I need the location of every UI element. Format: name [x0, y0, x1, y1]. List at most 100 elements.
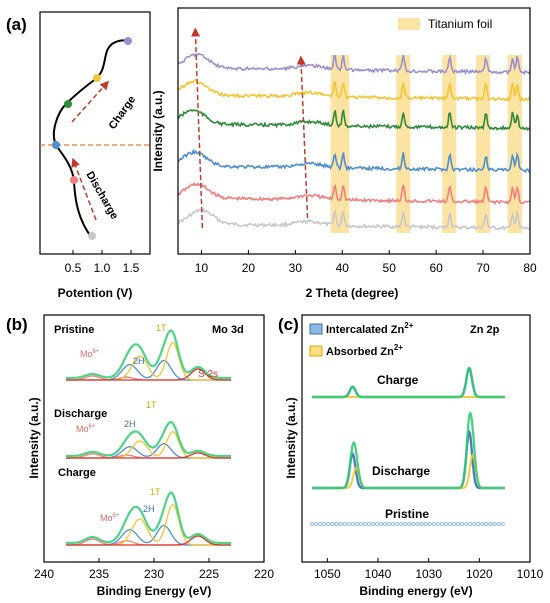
mo-envelope-2	[66, 491, 231, 545]
zn-xlabel: Binding energy (eV)	[359, 584, 472, 598]
zn-pristine-point	[354, 521, 359, 527]
zn-pristine-point	[338, 521, 343, 527]
mo-tick-label-225: 225	[199, 567, 219, 581]
titanium-band-4	[507, 55, 523, 233]
t1-label-2: 1T	[150, 487, 161, 497]
titanium-band-3	[476, 55, 491, 233]
zn-pristine-point	[492, 521, 497, 527]
mo-spectra	[66, 329, 231, 546]
point-charge-high	[93, 74, 101, 82]
h2-label-0: 2H	[133, 356, 145, 366]
zn-pristine-point	[431, 521, 436, 527]
legend-absorbed-swatch	[309, 345, 323, 357]
point-full-discharge	[52, 141, 60, 149]
zn-pristine-point	[484, 521, 489, 527]
zn-pristine-point	[496, 521, 501, 527]
xrd-shift-arrow-low	[191, 27, 204, 229]
mo-comp-1-3	[66, 452, 231, 459]
zn-pristine-point	[358, 521, 363, 527]
tick-label-1.5: 1.5	[123, 261, 140, 275]
zn-pristine-point	[468, 521, 473, 527]
xrd-series-5	[177, 52, 531, 76]
zn-pristine-point	[399, 521, 404, 527]
panel-a-tag: (a)	[6, 15, 27, 34]
zn-pristine-point	[383, 521, 388, 527]
zn-pristine-point	[488, 521, 493, 527]
xrd-frame	[177, 7, 531, 255]
xrd-tick-label-80: 80	[523, 261, 537, 275]
mo6-label-2: Mo6+	[100, 513, 120, 523]
zn-pristine-point	[310, 521, 315, 527]
zn-tick-label-1030: 1030	[415, 567, 442, 581]
mo6-label-1: Mo6+	[76, 424, 96, 434]
zn-pristine-point	[435, 521, 440, 527]
panel-b-tag: (b)	[6, 315, 28, 334]
zn-pristine-point	[411, 521, 416, 527]
mo-envelope-0	[66, 329, 231, 380]
xrd-series-4	[177, 78, 531, 103]
zn-pristine-point	[330, 521, 335, 527]
mo-frame	[43, 314, 265, 563]
zn-pristine-point	[378, 521, 384, 527]
zn-pristine-point	[334, 521, 339, 527]
charge-arrow	[71, 80, 110, 123]
xrd-tick-label-10: 10	[195, 261, 209, 275]
mo-component-labels: Mo6+ Mo6+ Mo6+ 2H 2H 2H 1T 1T 1T	[76, 323, 167, 523]
zn-pristine-point	[451, 521, 457, 527]
titanium-band-2	[442, 55, 457, 233]
label-zn-discharge: Discharge	[372, 464, 430, 478]
zn-pristine-point	[415, 521, 420, 527]
xrd-series-1	[177, 182, 531, 206]
xrd-series-3	[177, 108, 531, 132]
tick-label-0.5: 0.5	[65, 261, 82, 275]
xrd-tick-label-50: 50	[383, 261, 397, 275]
discharge-label: Discharge	[83, 170, 120, 222]
point-discharge-mid	[70, 176, 78, 184]
tick-label-1.0: 1.0	[94, 261, 111, 275]
zn-pristine-point	[366, 521, 371, 527]
xrd-series-2	[177, 148, 530, 174]
zn-pristine-point	[346, 521, 351, 527]
xrd-xlabel: 2 Theta (degree)	[306, 286, 399, 300]
panel-c-tag: (c)	[278, 315, 299, 334]
xrd-ylabel: Intensity (a.u.)	[151, 90, 165, 171]
zn-pristine-point	[314, 521, 319, 527]
panel-c-zn2p: (c) Intercalated Zn2+ Absorbed Zn2+ Zn 2…	[278, 314, 544, 598]
label-mo3d: Mo 3d	[212, 324, 244, 336]
mo-comp-0-3	[66, 368, 231, 381]
xrd-tick-label-40: 40	[336, 261, 350, 275]
zn-pristine-point	[480, 521, 485, 527]
panel-b-mo3d: (b) Pristine Discharge Charge Mo 3d S 2s…	[6, 314, 274, 598]
label-zn-charge: Charge	[377, 373, 419, 387]
zn-pristine-point	[318, 521, 323, 527]
potential-frame	[39, 11, 151, 255]
mo-tick-label-235: 235	[89, 567, 109, 581]
titanium-band-0	[330, 55, 350, 233]
zn-pristine-point	[387, 521, 392, 527]
zn-envelope-1	[312, 411, 505, 490]
zn-pristine-point	[419, 521, 424, 527]
zn-pristine-point	[391, 521, 396, 527]
panel-a-xrd: 10 20 30 40 50 60 70 80 Titanium foil Intensity…	[151, 7, 537, 300]
zn-pristine-point	[427, 521, 432, 527]
zn-pristine-point	[374, 521, 380, 527]
xrd-tick-label-20: 20	[242, 261, 256, 275]
legend-intercalated: Intercalated Zn2+	[326, 321, 414, 336]
point-full-charge	[124, 37, 132, 45]
zn-pristine-point	[447, 521, 452, 527]
discharge-arrow	[71, 157, 97, 221]
label-zn-pristine: Pristine	[385, 507, 429, 521]
label-charge: Charge	[58, 467, 96, 479]
zn-pristine-point	[407, 521, 412, 527]
zn-tick-label-1010: 1010	[517, 567, 544, 581]
mo-x-ticks: 240 235 230 225 220	[34, 558, 274, 581]
xrd-x-ticks: 10 20 30 40 50 60 70 80	[195, 250, 537, 275]
zn-tick-label-1050: 1050	[314, 567, 341, 581]
xrd-series-0	[177, 207, 531, 231]
zn-spectra	[310, 366, 505, 527]
zn-pristine-point	[423, 521, 428, 527]
legend-intercalated-swatch	[309, 323, 323, 335]
h2-label-1: 2H	[124, 419, 136, 429]
legend-titanium-label: Titanium foil	[428, 17, 492, 31]
